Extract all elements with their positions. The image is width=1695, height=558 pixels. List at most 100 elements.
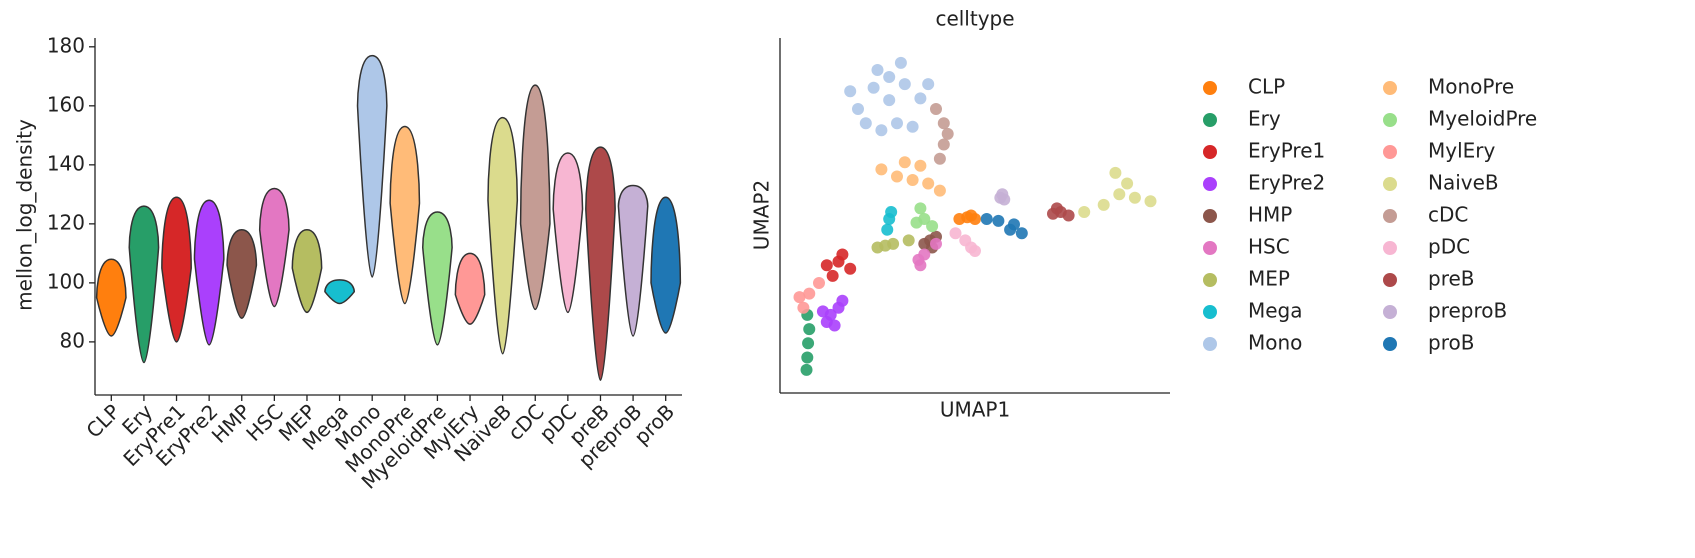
violin: [193, 199, 225, 346]
legend-label: MyeloidPre: [1428, 107, 1537, 131]
legend-marker: [1203, 81, 1217, 95]
legend-marker: [1203, 273, 1217, 287]
point: [933, 184, 946, 197]
point: [1015, 227, 1028, 240]
legend-label: EryPre1: [1248, 139, 1325, 163]
legend-marker: [1203, 209, 1217, 223]
y-tick-label: 80: [60, 328, 85, 352]
point: [914, 259, 927, 272]
legend-marker: [1383, 113, 1397, 127]
point: [914, 202, 927, 215]
violin: [356, 54, 388, 278]
point: [949, 227, 962, 240]
point: [1109, 166, 1122, 179]
violin: [95, 258, 127, 337]
legend-marker: [1203, 305, 1217, 319]
point: [881, 223, 894, 236]
point: [802, 337, 815, 350]
legend-label: Mega: [1248, 299, 1303, 323]
point: [1113, 188, 1126, 201]
legend-label: proB: [1428, 331, 1474, 355]
legend-label: preproB: [1428, 299, 1507, 323]
point: [914, 92, 927, 105]
point: [906, 174, 919, 186]
legend-label: MonoPre: [1428, 75, 1514, 99]
point: [859, 117, 872, 130]
point: [1121, 177, 1134, 190]
point: [918, 248, 931, 261]
legend-label: HSC: [1248, 235, 1290, 259]
point: [933, 152, 946, 165]
violin: [585, 146, 616, 381]
violin: [650, 196, 682, 334]
violin: [421, 211, 453, 346]
point: [914, 159, 927, 172]
legend-marker: [1383, 273, 1397, 287]
violin: [128, 205, 160, 364]
legend-marker: [1383, 145, 1397, 159]
legend-label: CLP: [1248, 75, 1285, 99]
legend-marker: [1383, 81, 1397, 95]
point: [926, 220, 939, 233]
point: [1144, 195, 1157, 208]
point: [998, 193, 1011, 206]
legend-label: MEP: [1248, 267, 1290, 291]
point: [891, 170, 903, 183]
y-tick-label: 180: [47, 33, 85, 57]
point: [1004, 223, 1017, 236]
violin: [389, 125, 421, 305]
y-tick-label: 120: [47, 210, 85, 234]
point: [1062, 209, 1075, 222]
point: [906, 120, 919, 133]
legend-marker: [1203, 113, 1217, 127]
point: [992, 214, 1005, 227]
point: [891, 117, 903, 130]
point: [1128, 191, 1141, 204]
point: [937, 117, 950, 130]
legend-label: pDC: [1428, 235, 1470, 259]
point: [898, 156, 911, 169]
legend-marker: [1203, 145, 1217, 159]
legend-marker: [1203, 241, 1217, 255]
point: [797, 301, 810, 314]
y-axis-label: mellon_log_density: [13, 119, 37, 311]
point: [922, 78, 935, 91]
legend-label: MylEry: [1428, 139, 1496, 163]
legend-label: cDC: [1428, 203, 1468, 227]
legend-marker: [1203, 337, 1217, 351]
legend-marker: [1203, 177, 1217, 191]
point: [793, 291, 806, 304]
x-axis-label: UMAP1: [940, 398, 1010, 422]
legend-label: HMP: [1248, 203, 1292, 227]
violin: [487, 116, 519, 355]
point: [1050, 202, 1063, 215]
legend-marker: [1383, 241, 1397, 255]
violin: [454, 252, 486, 325]
point: [875, 163, 888, 176]
violin: [258, 187, 290, 308]
point: [883, 71, 896, 84]
y-tick-label: 100: [47, 269, 85, 293]
violin: [226, 229, 258, 320]
violin: [617, 184, 649, 337]
y-tick-label: 160: [47, 92, 85, 116]
point: [803, 323, 816, 336]
point: [930, 103, 942, 115]
legend-marker: [1383, 305, 1397, 319]
point: [875, 124, 888, 137]
point: [801, 351, 814, 364]
point: [969, 245, 981, 257]
point: [883, 94, 896, 107]
legend-label: preB: [1428, 267, 1475, 291]
violin: [552, 152, 584, 314]
point: [852, 103, 864, 115]
violin: [291, 229, 323, 314]
legend-marker: [1383, 337, 1397, 351]
point: [844, 85, 857, 98]
legend-label: Ery: [1248, 107, 1281, 131]
point: [813, 276, 825, 289]
point: [836, 294, 849, 307]
point: [885, 205, 898, 218]
point: [1097, 198, 1110, 211]
point: [1078, 205, 1091, 218]
